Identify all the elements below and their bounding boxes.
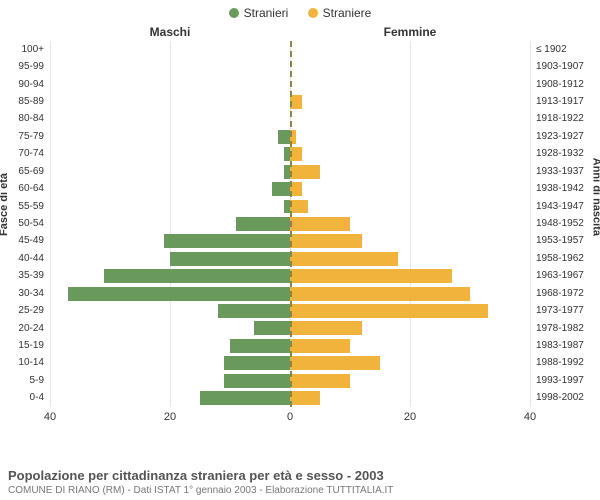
age-label: 0-4 <box>0 393 44 403</box>
year-label: 1983-1987 <box>536 341 600 351</box>
footer: Popolazione per cittadinanza straniera p… <box>8 468 592 496</box>
age-label: 85-89 <box>0 97 44 107</box>
age-label: 50-54 <box>0 219 44 229</box>
age-label: 45-49 <box>0 236 44 246</box>
age-label: 25-29 <box>0 306 44 316</box>
year-label: 1988-1992 <box>536 358 600 368</box>
age-label: 55-59 <box>0 202 44 212</box>
legend-swatch-m <box>229 8 239 18</box>
chart-title: Popolazione per cittadinanza straniera p… <box>8 468 592 483</box>
year-label: 1953-1957 <box>536 236 600 246</box>
x-tick-label: 20 <box>164 411 176 423</box>
year-label: 1958-1962 <box>536 254 600 264</box>
year-label: 1998-2002 <box>536 393 600 403</box>
age-label: 95-99 <box>0 62 44 72</box>
year-label: 1973-1977 <box>536 306 600 316</box>
legend: Stranieri Straniere <box>0 0 600 21</box>
year-label: 1908-1912 <box>536 80 600 90</box>
x-tick-label: 40 <box>44 411 56 423</box>
year-label: 1963-1967 <box>536 271 600 281</box>
year-label: 1933-1937 <box>536 167 600 177</box>
age-label: 20-24 <box>0 324 44 334</box>
x-axis: 402002040 <box>50 409 530 431</box>
legend-item-straniere: Straniere <box>308 6 372 20</box>
year-label: 1948-1952 <box>536 219 600 229</box>
year-label: 1913-1917 <box>536 97 600 107</box>
age-label: 15-19 <box>0 341 44 351</box>
age-label: 75-79 <box>0 132 44 142</box>
year-label: 1903-1907 <box>536 62 600 72</box>
x-tick-label: 40 <box>524 411 536 423</box>
legend-label-m: Stranieri <box>244 6 289 20</box>
column-title-right: Femmine <box>290 25 530 39</box>
column-titles: Maschi Femmine <box>0 25 600 39</box>
year-label: 1928-1932 <box>536 149 600 159</box>
legend-swatch-f <box>308 8 318 18</box>
legend-label-f: Straniere <box>323 6 372 20</box>
age-label: 60-64 <box>0 184 44 194</box>
age-label: 30-34 <box>0 289 44 299</box>
legend-item-stranieri: Stranieri <box>229 6 289 20</box>
age-label: 70-74 <box>0 149 44 159</box>
year-label: 1918-1922 <box>536 114 600 124</box>
age-label: 40-44 <box>0 254 44 264</box>
center-line <box>290 41 292 407</box>
year-label: ≤ 1902 <box>536 45 600 55</box>
pyramid-chart: Fasce di età Anni di nascita 100+≤ 19029… <box>0 41 600 431</box>
year-label: 1923-1927 <box>536 132 600 142</box>
year-label: 1968-1972 <box>536 289 600 299</box>
x-tick-label: 0 <box>287 411 293 423</box>
age-label: 100+ <box>0 45 44 55</box>
age-label: 10-14 <box>0 358 44 368</box>
year-label: 1993-1997 <box>536 376 600 386</box>
year-label: 1978-1982 <box>536 324 600 334</box>
year-label: 1938-1942 <box>536 184 600 194</box>
year-label: 1943-1947 <box>536 202 600 212</box>
age-label: 90-94 <box>0 80 44 90</box>
x-tick-label: 20 <box>404 411 416 423</box>
age-label: 35-39 <box>0 271 44 281</box>
y-labels: 100+ ≤ 1902 95-99 1903-1907 90-94 1908-1912 85… <box>0 41 600 407</box>
chart-subtitle: COMUNE DI RIANO (RM) - Dati ISTAT 1° gen… <box>8 485 592 496</box>
age-label: 5-9 <box>0 376 44 386</box>
age-label: 80-84 <box>0 114 44 124</box>
column-title-left: Maschi <box>50 25 290 39</box>
age-label: 65-69 <box>0 167 44 177</box>
